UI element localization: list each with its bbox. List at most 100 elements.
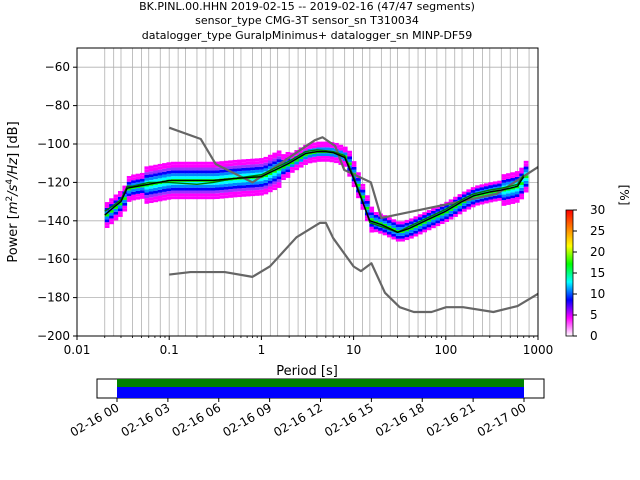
heatmap-cell [140,190,145,194]
heatmap-cell [444,213,450,217]
heatmap-cell [338,156,344,160]
heatmap-cell [325,147,330,151]
heatmap-cell [351,166,357,170]
colorbar: 0 5 10 15 20 25 30 [%] [565,185,631,343]
heatmap-cell [413,216,419,220]
heatmap-cell [210,181,216,185]
heatmap-cell [140,195,145,199]
heatmap-cell [162,183,167,187]
heatmap-cell [276,170,282,174]
heatmap-cell [259,166,264,170]
heatmap-cell [192,184,198,188]
heatmap-cell [259,189,264,193]
heatmap-cell [391,230,397,234]
heatmap-cell [179,187,185,191]
heatmap-cell [192,164,198,168]
heatmap-cell [422,229,427,233]
heatmap-cell [241,182,247,186]
heatmap-cell [188,164,194,168]
heatmap-cell [470,201,476,205]
heatmap-cell [356,195,361,199]
heatmap-cell [497,180,502,184]
heatmap-cell [387,222,392,226]
heatmap-cell [179,170,185,174]
heatmap-cell [157,169,163,173]
heatmap-cell [488,199,494,203]
title-line-3: datalogger_type GuralpMinimus+ datalogge… [142,29,473,42]
heatmap-cell [409,221,414,225]
colorbar-tick-label: 20 [590,245,605,259]
heatmap-cell [404,222,410,226]
heatmap-cell [157,166,163,170]
heatmap-cell [267,174,273,178]
heatmap-cell [334,157,339,161]
heatmap-cell [272,187,278,191]
heatmap-cell [245,187,251,191]
heatmap-cell [148,185,154,189]
heatmap-cell [250,178,255,182]
heatmap-cell [263,179,269,183]
heatmap-cell [166,191,172,194]
heatmap-cell [263,159,269,163]
heatmap-cell [395,221,401,225]
heatmap-cell [166,165,172,169]
heatmap-cell [188,184,194,188]
heatmap-cell [237,171,242,175]
heatmap-cell [281,154,286,157]
heatmap-cell [162,168,167,172]
heatmap-cell [453,211,458,215]
heatmap-cell [457,211,463,215]
heatmap-cell [237,188,242,192]
heatmap-cell [506,199,511,203]
heatmap-cell [170,164,176,168]
colorbar-tick-label: 10 [590,287,605,301]
heatmap-cell [263,165,269,169]
heatmap-cell [320,144,326,148]
heatmap-cell [201,161,207,165]
heatmap-cell [501,197,507,201]
heatmap-cell [117,208,123,212]
heatmap-cell [387,234,392,238]
heatmap-cell [294,164,300,168]
heatmap-cell [250,187,255,191]
heatmap-cell [400,238,405,242]
heatmap-cell [439,212,445,216]
heatmap-cell [201,190,207,194]
heatmap-cell [232,194,238,198]
heatmap-cell [400,227,405,230]
heatmap-cell [122,185,128,189]
heatmap-cell [162,171,167,175]
heatmap-cell [148,191,154,195]
heatmap-cell [122,205,128,209]
heatmap-cell [104,222,110,226]
heatmap-cell [523,175,529,179]
heatmap-cell [148,197,154,201]
heatmap-cell [113,211,119,215]
heatmap-cell [250,167,255,171]
heatmap-cell [378,230,383,234]
heatmap-cell [131,180,136,184]
heatmap-cell [325,144,330,148]
noise-models [168,126,539,314]
heatmap-cell [272,169,278,173]
heatmap-cell [245,164,251,168]
heatmap-cell [479,198,485,202]
heatmap-cell [170,190,176,194]
heatmap-cell [373,229,379,233]
heatmap-cell [104,204,110,208]
heatmap-cell [276,173,282,177]
heatmap-cell [223,169,229,173]
heatmap-cell [492,181,498,185]
heatmap-cell [285,175,291,178]
heatmap-cell [523,166,529,170]
heatmap-cell [373,212,379,215]
heatmap-cell [184,190,189,194]
heatmap-cell [272,158,278,162]
heatmap-cell [179,196,185,200]
heatmap-cell [360,183,366,187]
heatmap-cell [360,204,366,207]
heatmap-cell [157,184,163,187]
heatmap-cell [501,182,507,186]
heatmap-cell [510,172,516,176]
heatmap-cell [135,182,141,186]
